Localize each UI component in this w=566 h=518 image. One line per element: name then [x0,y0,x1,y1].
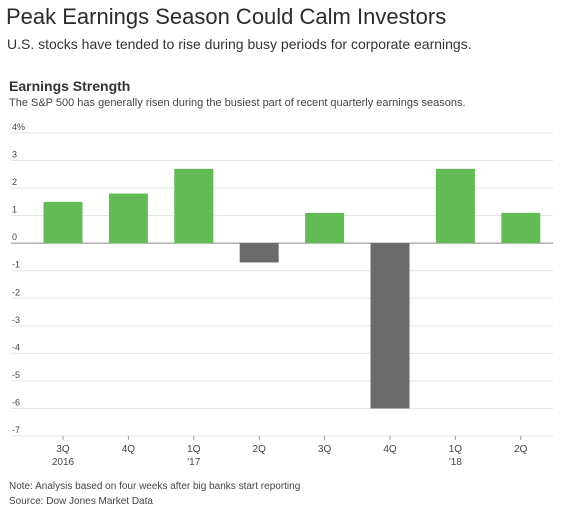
y-tick-label: -1 [12,260,20,270]
bar-3Q-0 [43,201,83,244]
bar-4Q-5 [370,243,410,409]
x-tick-label: 3Q [56,444,70,455]
bar-3Q-4 [305,212,345,244]
x-tick-label: 3Q [318,444,332,455]
bar-1Q-6 [435,168,475,244]
x-tick-label: 4Q [383,444,397,455]
x-tick-label: 2Q [253,444,267,455]
bar-2Q-7 [501,212,541,244]
x-year-label: '17 [187,457,200,468]
y-tick-label: -2 [12,287,20,297]
y-axis-ticks: 4% 3 2 1 0 -1 -2 -3 -4 -5 -6 -7 [12,122,25,435]
chart-source: Source: Dow Jones Market Data [9,496,153,507]
y-tick-label: -3 [12,315,20,325]
y-tick-label: -4 [12,342,20,352]
x-tick-label: 1Q [449,444,463,455]
x-tick-label: 4Q [122,444,136,455]
bar-4Q-1 [108,193,148,244]
bar-2Q-3 [239,243,279,263]
x-tick-label: 1Q [187,444,201,455]
y-tick-label: -7 [12,425,20,435]
bars [43,168,541,409]
chart-subtitle: The S&P 500 has generally risen during t… [9,97,466,109]
x-tick-label: 2Q [514,444,528,455]
x-year-label: '18 [449,457,462,468]
chart-note: Note: Analysis based on four weeks after… [9,481,301,492]
x-year-label: 2016 [52,457,75,468]
y-tick-label: 3 [12,150,17,160]
y-tick-label: 0 [12,232,17,242]
y-tick-label: 2 [12,177,17,187]
y-tick-label: 4% [12,122,25,132]
headline: Peak Earnings Season Could Calm Investor… [6,4,447,29]
chart-title: Earnings Strength [9,78,131,94]
y-tick-label: -5 [12,370,20,380]
y-tick-label: 1 [12,205,17,215]
x-axis-ticks: 3Q 2016 4Q 1Q '17 2Q 3Q 4Q 1Q '18 2Q [52,436,528,468]
y-tick-label: -6 [12,397,20,407]
bar-1Q-2 [174,168,214,244]
dek: U.S. stocks have tended to rise during b… [7,36,472,52]
